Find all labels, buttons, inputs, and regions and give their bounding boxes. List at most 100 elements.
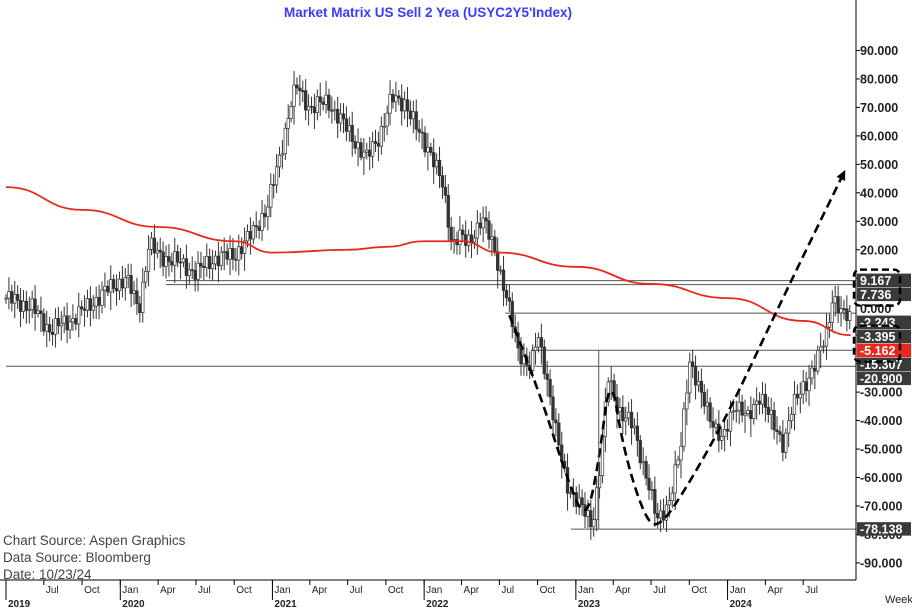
candle-body bbox=[792, 393, 797, 415]
candle-body bbox=[594, 487, 599, 521]
candle-body bbox=[519, 347, 523, 365]
x-tick-label: Jan bbox=[730, 585, 746, 596]
candle-body bbox=[819, 346, 823, 351]
candle-body bbox=[693, 366, 698, 386]
candle-body bbox=[626, 411, 631, 419]
candle-body bbox=[298, 87, 302, 91]
x-tick-label: Jul bbox=[653, 585, 666, 596]
candle-body bbox=[440, 175, 445, 188]
candle-body bbox=[490, 236, 494, 240]
candle-body bbox=[173, 251, 177, 266]
price-label-text: 0.000 bbox=[860, 302, 891, 316]
candle-body bbox=[193, 270, 197, 280]
candle-body bbox=[757, 400, 762, 405]
candle-body bbox=[845, 308, 849, 322]
candle-body bbox=[429, 146, 433, 153]
x-tick-label: Jul bbox=[198, 585, 211, 596]
candle-body bbox=[795, 393, 800, 399]
candle-body bbox=[306, 105, 311, 111]
candle-body bbox=[507, 297, 511, 302]
x-tick-label: Jan bbox=[274, 585, 290, 596]
candle-body bbox=[763, 393, 768, 408]
candle-body bbox=[146, 248, 151, 272]
candle-body bbox=[338, 113, 343, 124]
candle-body bbox=[301, 90, 305, 92]
candle-body bbox=[385, 112, 389, 127]
candle-body bbox=[210, 263, 215, 269]
candle-body bbox=[376, 143, 381, 147]
candle-body bbox=[749, 410, 753, 419]
candle-body bbox=[784, 432, 788, 453]
candle-body bbox=[554, 419, 558, 424]
candle-body bbox=[341, 113, 346, 120]
candle-body bbox=[650, 489, 654, 491]
candle-body bbox=[833, 296, 837, 304]
x-tick-label: Jul bbox=[805, 585, 818, 596]
candle-body bbox=[187, 269, 191, 276]
candle-body bbox=[781, 434, 785, 453]
candle-body bbox=[33, 298, 37, 314]
price-label-text: -5.162 bbox=[860, 344, 895, 358]
price-label-text: -3.395 bbox=[860, 330, 895, 344]
pattern-dashed-path bbox=[508, 169, 847, 526]
candle-body bbox=[47, 324, 52, 333]
candle-body bbox=[161, 251, 165, 267]
price-label-box bbox=[857, 371, 911, 386]
x-tick-label: Oct bbox=[84, 585, 100, 596]
candle-body bbox=[190, 269, 194, 272]
source-line-2: Data Source: Bloomberg bbox=[3, 550, 151, 565]
candle-body bbox=[222, 251, 226, 253]
y-tick-label: 60.000 bbox=[860, 129, 898, 143]
candle-body bbox=[539, 337, 544, 348]
candle-body bbox=[720, 436, 724, 441]
candle-body bbox=[138, 303, 142, 314]
candle-body bbox=[45, 324, 49, 332]
candle-body bbox=[272, 184, 276, 186]
candle-body bbox=[723, 428, 727, 437]
candle-body bbox=[641, 461, 645, 464]
candle-body bbox=[7, 291, 11, 299]
candle-body bbox=[117, 278, 122, 292]
candle-body bbox=[18, 299, 23, 312]
candle-body bbox=[318, 96, 322, 103]
candle-body bbox=[62, 315, 66, 324]
candle-body bbox=[798, 393, 802, 399]
candle-body bbox=[77, 306, 81, 325]
chart-title: Market Matrix US Sell 2 Yea (USYC2Y5'Ind… bbox=[284, 5, 572, 20]
candle-body bbox=[481, 217, 485, 229]
candle-body bbox=[100, 289, 104, 306]
candle-body bbox=[702, 392, 706, 407]
candle-body bbox=[216, 255, 221, 267]
x-year-label: 2023 bbox=[578, 599, 601, 610]
x-tick-label: Jul bbox=[350, 585, 363, 596]
candle-body bbox=[30, 298, 34, 310]
candle-body bbox=[245, 231, 250, 242]
x-tick-label: Oct bbox=[691, 585, 707, 596]
candle-body bbox=[656, 513, 660, 519]
candle-body bbox=[635, 425, 640, 441]
candle-body bbox=[644, 461, 648, 479]
candle-body bbox=[144, 270, 148, 283]
pattern-annotation bbox=[508, 169, 847, 530]
candle-body bbox=[769, 409, 773, 415]
candle-body bbox=[231, 247, 235, 260]
candle-body bbox=[13, 294, 17, 304]
candle-body bbox=[263, 213, 267, 218]
candle-body bbox=[251, 225, 255, 240]
candle-body bbox=[408, 110, 413, 120]
candle-body bbox=[551, 396, 555, 421]
candle-body bbox=[711, 421, 715, 428]
candle-body bbox=[839, 308, 843, 314]
candle-body bbox=[394, 95, 398, 103]
candle-body bbox=[603, 401, 608, 437]
candle-body bbox=[234, 258, 238, 261]
candle-body bbox=[676, 459, 680, 466]
candle-body bbox=[106, 285, 110, 293]
candle-body bbox=[679, 445, 683, 461]
candle-body bbox=[589, 510, 593, 528]
candle-body bbox=[685, 392, 689, 410]
candle-body bbox=[373, 141, 378, 144]
x-tick-label: Jan bbox=[578, 585, 594, 596]
candle-body bbox=[516, 332, 520, 349]
x-tick-label: Jul bbox=[501, 585, 514, 596]
